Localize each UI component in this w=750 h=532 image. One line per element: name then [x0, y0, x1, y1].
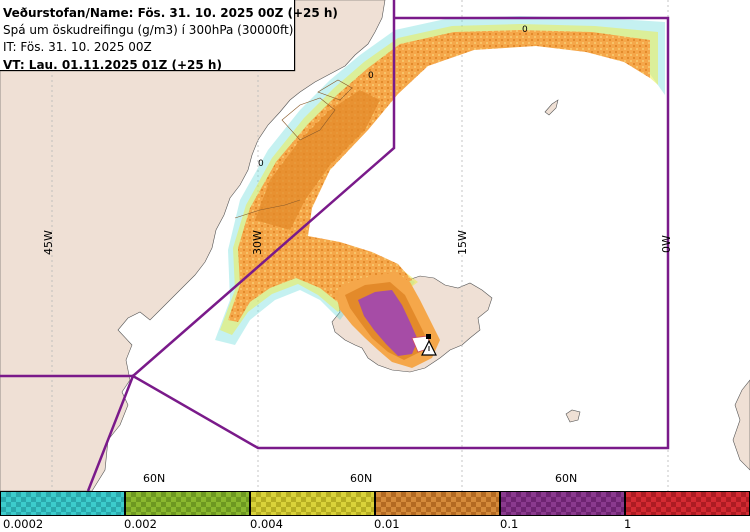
ash-plume: [215, 16, 665, 368]
legend-swatch: [250, 491, 375, 516]
legend-label: 0.002: [124, 517, 157, 531]
concentration-legend: 0.0002 0.002 0.004 0.01 0.1 1: [0, 491, 750, 532]
contour-label: 0: [258, 159, 264, 169]
latitude-label: 60N: [555, 472, 577, 485]
issue-time-line: IT: Fös. 31. 10. 2025 00Z: [3, 40, 152, 55]
latitude-label: 60N: [350, 472, 372, 485]
legend-swatch: [375, 491, 500, 516]
legend-label: 0.1: [500, 517, 519, 531]
valid-time-line: VT: Lau. 01.11.2025 01Z (+25 h): [3, 57, 222, 72]
latitude-label: 60N: [143, 472, 165, 485]
contour-label: 0: [368, 71, 374, 81]
legend-swatch: [625, 491, 750, 516]
longitude-label-0w: 0W: [660, 235, 673, 253]
jan-mayen-island: [544, 99, 559, 116]
fir-boundary: [0, 0, 670, 492]
volcano-marker: [421, 334, 437, 356]
norway-coast: [732, 379, 750, 471]
faroe-islands: [565, 409, 581, 423]
longitude-label-15w: 15W: [456, 230, 469, 255]
contour-label: 0: [522, 25, 528, 35]
ash-contours: [234, 79, 353, 219]
forecast-info-box: Veðurstofan/Name: Fös. 31. 10. 2025 00Z …: [0, 0, 338, 72]
legend-swatch: [0, 491, 125, 516]
legend-swatch: [125, 491, 250, 516]
legend-label: 0.01: [374, 517, 400, 531]
legend-swatch: [500, 491, 625, 516]
longitude-label-45w: 45W: [42, 230, 55, 255]
greenland-landmass: [0, 0, 386, 492]
title-line: Veðurstofan/Name: Fös. 31. 10. 2025 00Z …: [3, 6, 338, 20]
longitude-label-30w: 30W: [251, 230, 264, 255]
legend-label: 0.004: [250, 517, 283, 531]
description-line: Spá um öskudreifingu (g/m3) í 300hPa (30…: [3, 23, 294, 38]
legend-swatches: [0, 491, 750, 516]
legend-label: 1: [624, 517, 632, 531]
legend-label: 0.0002: [3, 517, 44, 531]
